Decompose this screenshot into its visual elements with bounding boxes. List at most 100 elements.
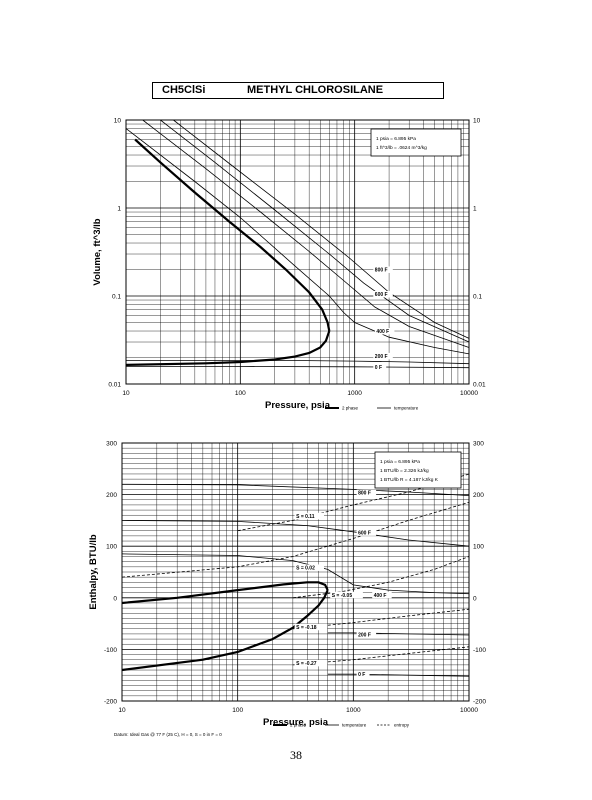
series-line-temperature: [160, 119, 470, 343]
x-tick-label: 100: [232, 707, 243, 714]
y-tick-label: 0.1: [112, 294, 121, 301]
conversion-note-text: 1 ft^3/lb = .0624 m^3/kg: [376, 145, 427, 151]
curve-label-bg: [372, 591, 392, 599]
curve-label: S = -0.05: [332, 593, 353, 599]
series-line-temperature: [121, 483, 470, 496]
x-axis-label: Pressure, psia: [265, 400, 331, 411]
y-tick-label: 100: [106, 544, 117, 551]
series-line-entropy: [292, 556, 470, 599]
curve-label: 600 F: [375, 292, 388, 298]
series-line-temperature: [327, 673, 470, 677]
x-tick-label: 10: [122, 390, 130, 397]
legend-label: 2 phase: [342, 406, 359, 411]
legend-label: entropy: [394, 723, 410, 728]
y-tick-label-right: 10: [473, 118, 481, 125]
series-line-temperature: [121, 553, 470, 595]
series-line-two-phase-vapor: [134, 138, 331, 332]
y-tick-label-right: -100: [473, 647, 486, 654]
y-tick-label: -100: [104, 647, 117, 654]
curve-label: S = -0.18: [296, 625, 317, 631]
chemical-formula: CH5ClSi: [162, 84, 206, 96]
curve-label-bg: [356, 671, 370, 678]
y-tick-label: 1: [117, 206, 121, 213]
curve-label: 0 F: [358, 672, 365, 678]
y-tick-label-right: 200: [473, 492, 484, 499]
curve-label-bg: [294, 623, 328, 631]
series-line-temperature: [126, 366, 470, 369]
curve-label-bg: [294, 512, 324, 520]
series-line-temperature: [142, 119, 470, 348]
x-axis-label: Pressure, psia: [263, 717, 329, 728]
conversion-note-text: 1 psia = 6.895 kPa: [380, 459, 420, 465]
series-line-entropy: [121, 501, 470, 578]
y-axis-label: Volume, ft^3/lb: [92, 218, 103, 285]
legend-label: temperature: [394, 406, 419, 411]
series-line-temperature: [126, 360, 470, 365]
y-tick-label-right: 0.1: [473, 294, 482, 301]
y-tick-label: -200: [104, 699, 117, 706]
page-number: 38: [290, 748, 302, 762]
curve-label: 0 F: [375, 365, 382, 371]
curve-label-bg: [294, 564, 324, 571]
curve-label: 200 F: [358, 633, 371, 639]
y-axis-label: Enthalpy, BTU/lb: [88, 534, 99, 609]
y-tick-label: 0.01: [108, 382, 121, 389]
curve-label: 200 F: [375, 354, 388, 360]
curve-label: 600 F: [358, 530, 371, 536]
chemical-name: METHYL CHLOROSILANE: [247, 84, 384, 96]
gridlines: [125, 120, 469, 385]
legend-label: 2 phase: [290, 723, 307, 728]
series-line-two-phase-liquid: [125, 330, 331, 366]
curve-label-bg: [374, 327, 395, 335]
y-tick-label: 200: [106, 492, 117, 499]
x-tick-label: 10000: [460, 390, 478, 397]
x-tick-label: 1000: [347, 390, 362, 397]
curve-label-bg: [330, 591, 363, 599]
series-line-temperature: [121, 520, 470, 547]
y-tick-label-right: 0: [473, 595, 477, 602]
datum-footnote: Datum: Ideal Gas @ 77 F (25 C), H = 0, S…: [114, 732, 222, 737]
curve-label-bg: [356, 529, 377, 536]
conversion-note-text: 1 BTU/lb R = 4.187 kJ/kg K: [380, 477, 439, 483]
conversion-note-text: 1 BTU/lb = 2.326 kJ/kg: [380, 468, 429, 474]
chart-title-box: CH5ClSi METHYL CHLOROSILANE: [152, 82, 444, 99]
x-tick-label: 10000: [460, 707, 478, 714]
series-line-temperature: [173, 119, 470, 339]
y-tick-label-right: 100: [473, 544, 484, 551]
series-line-temperature: [327, 632, 470, 636]
y-tick-label-right: 300: [473, 441, 484, 448]
curve-label: 400 F: [374, 593, 387, 599]
data-series: [125, 119, 470, 369]
curve-label-bg: [373, 266, 393, 273]
curve-label: 800 F: [358, 491, 371, 497]
conversion-note-box: [374, 451, 462, 489]
curve-label: S = 0.02: [296, 565, 315, 571]
series-line-two-phase-vapor: [121, 581, 329, 605]
conversion-note-text: 1 psia = 6.895 kPa: [376, 136, 416, 142]
curve-label-bg: [294, 659, 328, 667]
series-line-two-phase-liquid: [121, 589, 329, 672]
curve-label-bg: [373, 364, 387, 371]
series-line-temperature: [125, 128, 470, 355]
plot-frame: [121, 442, 470, 702]
curve-label: S = 0.11: [296, 514, 315, 520]
y-tick-label: 0: [113, 595, 117, 602]
curve-label-bg: [373, 291, 393, 298]
curve-label-bg: [373, 352, 393, 360]
y-tick-label-right: 0.01: [473, 382, 486, 389]
data-series: [121, 473, 470, 677]
curve-label: S = -0.27: [296, 661, 317, 667]
y-tick-label-right: 1: [473, 206, 477, 213]
curve-label-bg: [356, 631, 377, 638]
curve-label: 400 F: [376, 329, 389, 335]
x-tick-label: 100: [235, 390, 246, 397]
curve-label: 800 F: [375, 267, 388, 273]
y-tick-label: 10: [114, 118, 122, 125]
legend-label: temperature: [342, 723, 367, 728]
y-tick-label: 300: [106, 441, 117, 448]
curve-label-bg: [356, 489, 377, 497]
plot-frame: [125, 119, 470, 385]
